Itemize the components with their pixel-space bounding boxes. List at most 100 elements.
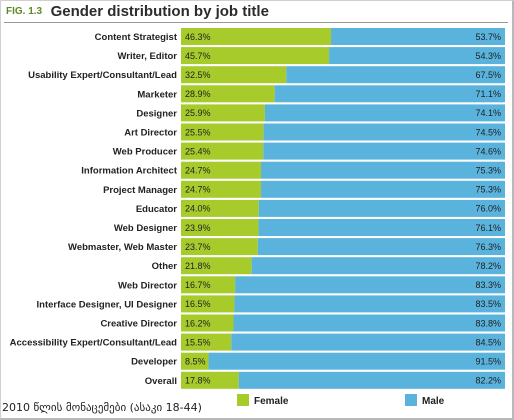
bar-male: [238, 371, 505, 389]
category-label: Art Director: [124, 128, 177, 139]
bar-female: [181, 199, 259, 217]
value-label-female: 24.7%: [185, 166, 211, 176]
bar-male: [274, 85, 505, 103]
legend-swatch-male: [405, 394, 417, 406]
figure-header: FIG. 1.3 Gender distribution by job titl…: [6, 3, 269, 21]
category-label: Web Designer: [114, 223, 177, 234]
legend-label-female: Female: [254, 396, 289, 407]
value-label-female: 16.7%: [185, 280, 211, 290]
bar-female: [181, 371, 239, 389]
category-label: Writer, Editor: [118, 51, 178, 62]
bar-male: [208, 352, 506, 370]
bar-male: [231, 333, 505, 351]
value-label-male: 83.5%: [475, 299, 501, 309]
bar-male: [261, 161, 505, 179]
bar-male: [235, 276, 505, 294]
category-label: Educator: [136, 204, 177, 215]
value-label-female: 24.7%: [185, 185, 211, 195]
value-label-female: 24.0%: [185, 204, 211, 214]
bar-female: [181, 314, 234, 332]
bar-male: [329, 47, 505, 65]
value-label-female: 46.3%: [185, 32, 211, 42]
bar-female: [181, 85, 275, 103]
bar-female: [181, 276, 236, 294]
bar-female: [181, 180, 262, 198]
value-label-female: 16.5%: [185, 299, 211, 309]
category-label: Creative Director: [100, 319, 177, 330]
value-label-male: 83.3%: [475, 280, 501, 290]
category-label: Content Strategist: [95, 32, 178, 43]
bar-female: [181, 142, 264, 160]
value-label-female: 21.8%: [185, 261, 211, 271]
bar-female: [181, 161, 262, 179]
value-label-male: 67.5%: [475, 70, 501, 80]
bar-male: [261, 180, 505, 198]
value-label-male: 76.0%: [475, 204, 501, 214]
category-label: Other: [152, 261, 178, 272]
value-label-female: 17.8%: [185, 376, 211, 386]
category-label: Webmaster, Web Master: [68, 242, 177, 253]
value-label-female: 15.5%: [185, 337, 211, 347]
bar-female: [181, 352, 209, 370]
value-label-male: 53.7%: [475, 32, 501, 42]
value-label-female: 23.7%: [185, 242, 211, 252]
bar-female: [181, 66, 287, 84]
legend-swatch-female: [237, 394, 249, 406]
title-divider: [4, 22, 508, 23]
value-label-female: 25.5%: [185, 127, 211, 137]
value-label-male: 74.5%: [475, 127, 501, 137]
bar-male: [331, 28, 505, 45]
category-label: Interface Designer, UI Designer: [37, 299, 178, 310]
bar-female: [181, 28, 332, 45]
bar-female: [181, 295, 235, 313]
image-caption: 2010 წლის მონაცემები (ასაკი 18-44): [2, 401, 202, 414]
value-label-female: 32.5%: [185, 70, 211, 80]
value-label-female: 25.4%: [185, 146, 211, 156]
bar-male: [258, 199, 505, 217]
value-label-male: 78.2%: [475, 261, 501, 271]
category-label: Accessibility Expert/Consultant/Lead: [10, 338, 178, 349]
value-label-female: 28.9%: [185, 89, 211, 99]
bar-male: [258, 219, 505, 236]
value-label-female: 16.2%: [185, 318, 211, 328]
bar-male: [263, 142, 505, 160]
category-label: Marketer: [137, 89, 177, 100]
value-label-female: 25.9%: [185, 108, 211, 118]
category-label: Web Director: [118, 280, 177, 291]
bar-female: [181, 238, 258, 256]
category-label: Overall: [145, 376, 177, 387]
category-label: Designer: [136, 108, 177, 119]
bar-male: [264, 104, 505, 122]
bar-male: [251, 257, 505, 275]
value-label-female: 23.9%: [185, 223, 211, 233]
value-label-male: 54.3%: [475, 51, 501, 61]
bar-female: [181, 123, 264, 141]
value-label-female: 45.7%: [185, 51, 211, 61]
bar-female: [181, 257, 252, 275]
bar-female: [181, 333, 232, 351]
value-label-male: 76.1%: [475, 223, 501, 233]
bar-male: [257, 238, 505, 256]
category-label: Usability Expert/Consultant/Lead: [28, 70, 177, 81]
bar-female: [181, 104, 265, 122]
value-label-male: 71.1%: [475, 89, 501, 99]
value-label-male: 75.3%: [475, 166, 501, 176]
bar-male: [286, 66, 505, 84]
value-label-male: 91.5%: [475, 357, 501, 367]
value-label-female: 8.5%: [185, 357, 206, 367]
value-label-male: 83.8%: [475, 318, 501, 328]
bar-female: [181, 219, 259, 236]
figure-number: FIG. 1.3: [6, 6, 43, 17]
value-label-male: 76.3%: [475, 242, 501, 252]
category-label: Project Manager: [103, 185, 177, 196]
bar-female: [181, 47, 330, 65]
bar-male: [234, 295, 505, 313]
value-label-male: 74.1%: [475, 108, 501, 118]
value-label-male: 75.3%: [475, 185, 501, 195]
category-label: Developer: [131, 357, 177, 368]
category-label: Information Architect: [81, 166, 178, 177]
legend-label-male: Male: [422, 396, 445, 407]
category-label: Web Producer: [113, 147, 178, 158]
bar-male: [233, 314, 505, 332]
